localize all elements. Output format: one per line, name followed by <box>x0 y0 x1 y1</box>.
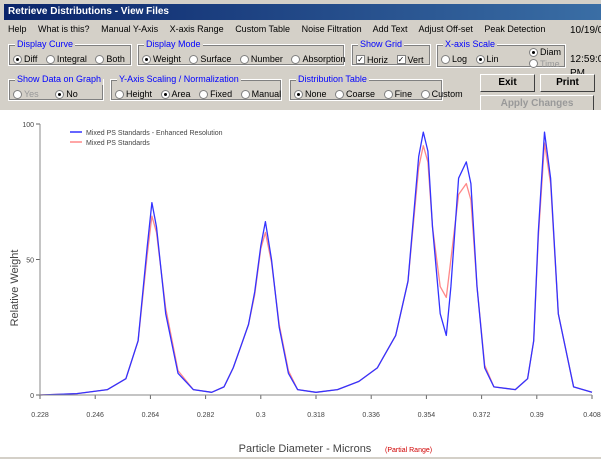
display-mode-weight[interactable]: Weight <box>142 53 181 65</box>
menu-x-axis-range[interactable]: X-axis Range <box>169 24 224 34</box>
radio-icon <box>475 54 485 64</box>
y-tick-label: 50 <box>26 258 34 265</box>
menu-what-is-this[interactable]: What is this? <box>38 24 90 34</box>
x-tick-label: 0.282 <box>197 412 215 419</box>
radio-icon <box>529 47 538 57</box>
x-tick-label: 0.246 <box>86 412 104 419</box>
menu-bar: Help What is this? Manual Y-Axis X-axis … <box>4 22 600 36</box>
radio-icon <box>142 54 151 64</box>
xaxis-scale-title: X-axis Scale <box>443 38 498 50</box>
radio-icon <box>383 89 393 99</box>
show-data-no[interactable]: No <box>55 88 78 100</box>
display-mode-group: Display Mode Weight Surface Number Absor… <box>137 38 345 66</box>
xaxis-mode-time[interactable]: Time <box>529 59 560 69</box>
radio-icon <box>115 89 124 99</box>
menu-custom-table[interactable]: Custom Table <box>235 24 291 34</box>
y-tick-label: 0 <box>30 393 34 400</box>
radio-icon <box>294 89 303 99</box>
window-title: Retrieve Distributions - View Files <box>4 4 601 20</box>
display-mode-surface[interactable]: Surface <box>189 53 231 65</box>
radio-icon <box>160 89 170 99</box>
x-tick-label: 0.3 <box>256 412 266 419</box>
legend-label: Mixed PS Standards <box>86 140 150 147</box>
yaxis-height[interactable]: Height <box>115 88 152 100</box>
radio-icon <box>95 54 105 64</box>
x-tick-label: 0.336 <box>362 412 380 419</box>
display-curve-diff[interactable]: Diff <box>13 53 37 65</box>
x-tick-label: 0.354 <box>418 412 436 419</box>
yaxis-area[interactable]: Area <box>160 88 191 100</box>
legend-label: Mixed PS Standards - Enhanced Resolution <box>86 130 223 137</box>
print-button[interactable]: Print <box>540 74 595 92</box>
radio-icon <box>291 54 301 64</box>
menu-manual-y-axis[interactable]: Manual Y-Axis <box>101 24 159 34</box>
radio-icon <box>420 89 430 99</box>
x-tick-label: 0.372 <box>473 412 491 419</box>
chart-background <box>0 110 601 457</box>
dist-table-custom[interactable]: Custom <box>420 88 463 100</box>
distribution-table-title: Distribution Table <box>296 73 369 85</box>
time-display: 12:59:08 PM <box>570 54 601 79</box>
xaxis-mode-diam[interactable]: Diam <box>529 47 561 57</box>
x-axis-range-note: (Partial Range) <box>385 447 432 454</box>
xaxis-scale-lin[interactable]: Lin <box>475 53 499 65</box>
xaxis-scale-group: X-axis Scale Log Lin Diam Time <box>436 38 566 69</box>
x-tick-label: 0.39 <box>530 412 544 419</box>
display-mode-title: Display Mode <box>144 38 203 50</box>
show-grid-horiz[interactable]: ✓ Horiz <box>356 54 389 65</box>
menu-adjust-offset[interactable]: Adjust Off-set <box>418 24 473 34</box>
y-axis-label: Relative Weight <box>9 250 21 327</box>
show-data-group: Show Data on Graph Yes No <box>8 73 104 101</box>
radio-icon <box>55 89 65 99</box>
yaxis-scaling-title: Y-Axis Scaling / Normalization <box>117 73 241 85</box>
radio-icon <box>189 54 199 64</box>
show-grid-group: Show Grid ✓ Horiz ✓ Vert <box>351 38 431 66</box>
x-tick-label: 0.318 <box>307 412 325 419</box>
x-tick-label: 0.408 <box>583 412 601 419</box>
radio-icon <box>240 89 250 99</box>
dist-table-coarse[interactable]: Coarse <box>335 88 375 100</box>
exit-button[interactable]: Exit <box>480 74 535 92</box>
radio-icon <box>441 54 450 64</box>
show-grid-title: Show Grid <box>358 38 405 50</box>
y-tick-label: 100 <box>22 122 34 129</box>
show-data-title: Show Data on Graph <box>15 73 104 85</box>
display-mode-absorption[interactable]: Absorption <box>291 53 345 65</box>
radio-icon <box>199 89 209 99</box>
radio-icon <box>335 89 345 99</box>
display-curve-both[interactable]: Both <box>95 53 125 65</box>
display-curve-integral[interactable]: Integral <box>45 53 87 65</box>
xaxis-scale-log[interactable]: Log <box>441 53 467 65</box>
series-enhanced-line <box>39 131 593 396</box>
display-curve-group: Display Curve Diff Integral Both <box>8 38 132 66</box>
distribution-table-group: Distribution Table None Coarse Fine Cust… <box>289 73 463 101</box>
display-curve-title: Display Curve <box>15 38 76 50</box>
x-axis-label: Particle Diameter - Microns <box>239 443 372 455</box>
display-mode-number[interactable]: Number <box>239 53 283 65</box>
x-tick-label: 0.264 <box>142 412 160 419</box>
distribution-chart: 0.228 0.246 0.264 0.282 0.3 0.318 0.336 0.354 0.… <box>0 110 601 457</box>
radio-icon <box>13 54 22 64</box>
chart-svg: 0.228 0.246 0.264 0.282 0.3 0.318 0.336 0.354 0.… <box>0 110 601 457</box>
menu-peak-detection[interactable]: Peak Detection <box>484 24 546 34</box>
show-grid-vert[interactable]: ✓ Vert <box>396 54 424 65</box>
yaxis-fixed[interactable]: Fixed <box>199 88 232 100</box>
radio-icon <box>13 89 22 99</box>
yaxis-scaling-group: Y-Axis Scaling / Normalization Height Ar… <box>110 73 282 101</box>
dist-table-fine[interactable]: Fine <box>383 88 412 100</box>
dist-table-none[interactable]: None <box>294 88 327 100</box>
checkbox-checked-icon: ✓ <box>396 55 406 64</box>
menu-help[interactable]: Help <box>8 24 27 34</box>
menu-noise-filtration[interactable]: Noise Filtration <box>301 24 362 34</box>
date-display: 10/19/00 <box>570 25 601 36</box>
radio-icon <box>45 54 55 64</box>
x-tick-label: 0.228 <box>31 412 49 419</box>
menu-add-text[interactable]: Add Text <box>372 24 408 34</box>
yaxis-manual[interactable]: Manual <box>240 88 281 100</box>
checkbox-checked-icon: ✓ <box>356 55 365 64</box>
radio-icon <box>239 54 249 64</box>
radio-icon <box>529 59 538 68</box>
show-data-yes[interactable]: Yes <box>13 88 39 100</box>
